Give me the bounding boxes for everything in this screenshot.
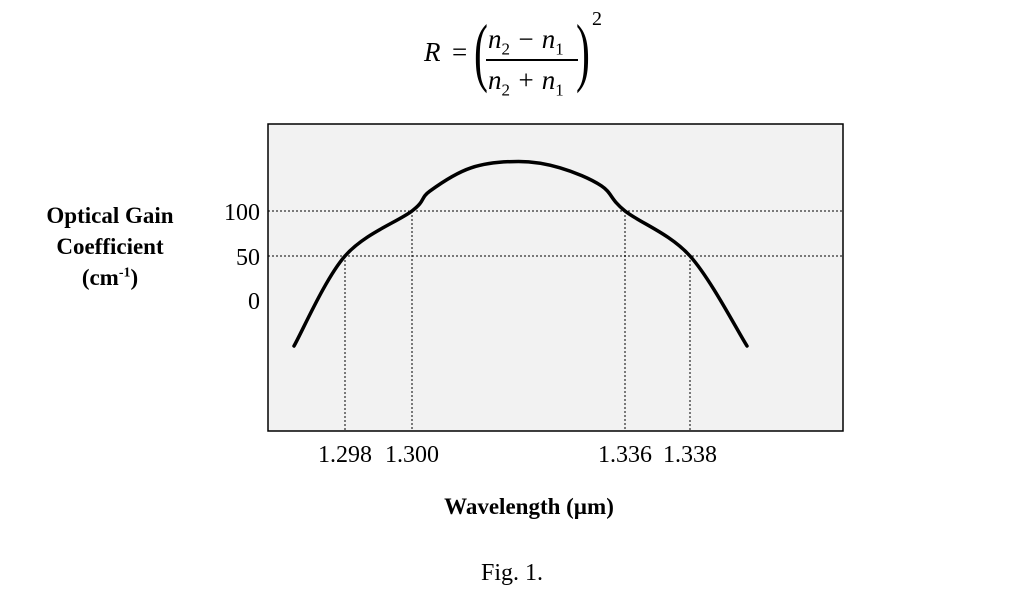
- formula-equals: =: [452, 37, 468, 67]
- y-axis-label-line3: (cm-1): [81, 265, 139, 290]
- x-tick-label: 1.298: [318, 442, 372, 468]
- formula-right-paren: ): [576, 10, 590, 94]
- y-axis-label: Optical Gain Coefficient (cm-1): [20, 200, 200, 293]
- x-axis-label: Wavelength (µm): [444, 494, 614, 519]
- y-tick-label: 0: [248, 289, 260, 315]
- formula-denominator: n2 + n1: [488, 65, 564, 100]
- formula-numerator: n2 − n1: [488, 24, 564, 59]
- formula-lhs: R: [424, 37, 441, 67]
- y-axis-label-line2: Coefficient: [56, 234, 164, 259]
- x-tick-label: 1.336: [598, 442, 652, 468]
- y-tick-label: 50: [236, 245, 260, 271]
- x-tick-label: 1.300: [385, 442, 439, 468]
- formula-left-paren: (: [474, 10, 488, 94]
- y-tick-label: 100: [224, 200, 260, 226]
- plot-area: [267, 123, 844, 432]
- reflectance-formula: R = ( n2 − n1 n2 + n1 ) 2: [424, 6, 614, 99]
- formula-fraction-bar: [486, 59, 578, 61]
- y-axis-label-line1: Optical Gain: [46, 203, 174, 228]
- gain-curve: [292, 159, 749, 348]
- x-tick-label: 1.338: [663, 442, 717, 468]
- figure-caption: Fig. 1.: [480, 560, 543, 586]
- formula-exponent: 2: [592, 8, 602, 30]
